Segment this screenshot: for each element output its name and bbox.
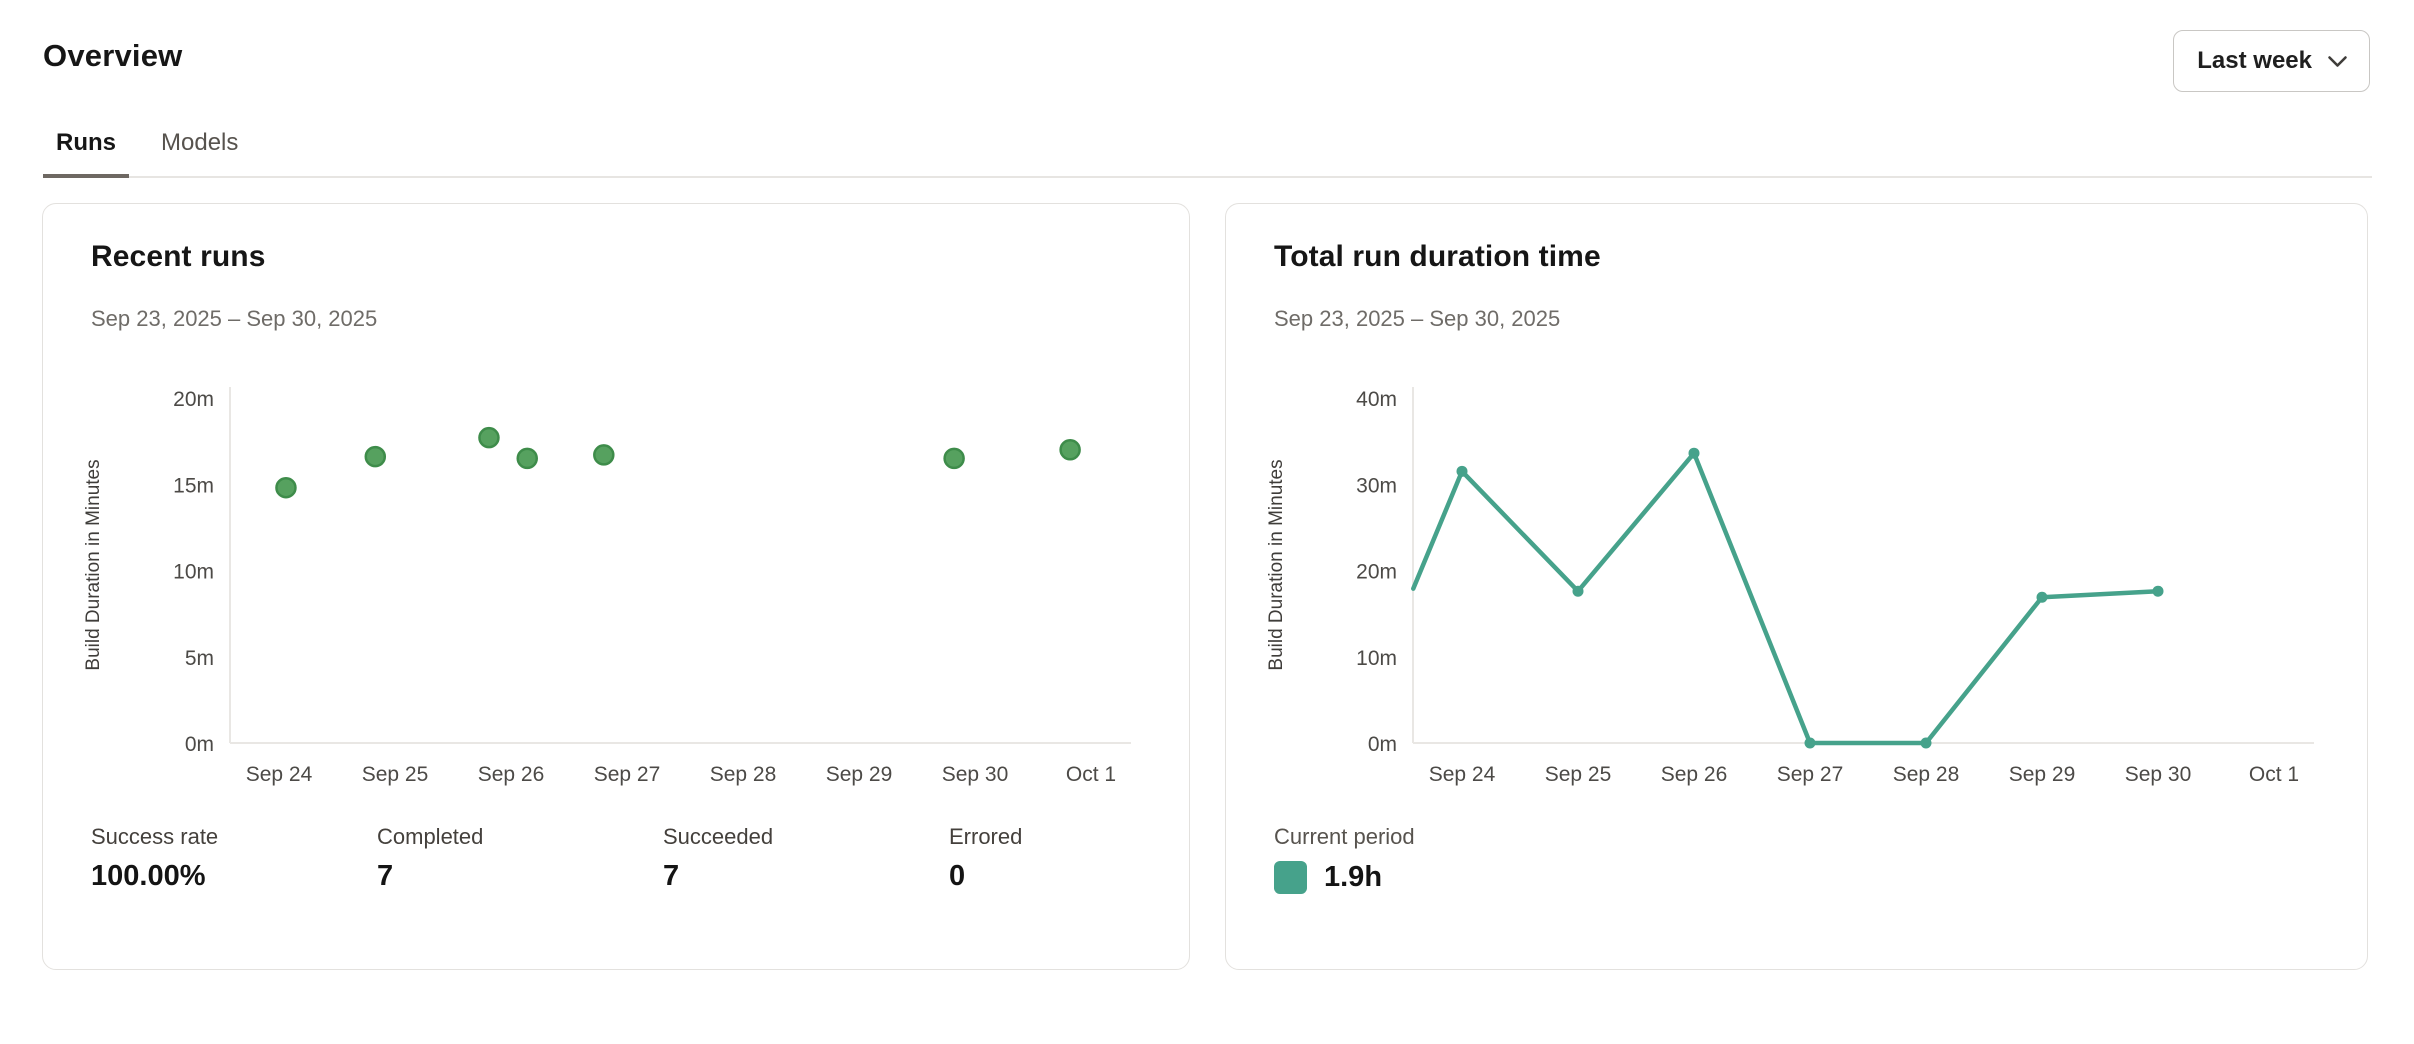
chevron-down-icon [2328,55,2347,67]
stat-label: Succeeded [663,824,774,849]
tab-bar: Runs Models [43,129,2372,178]
total-run-duration-line-chart: 0m 10m 20m 30m 40m Sep 24 Sep 25 Sep 26 Sep 27 Se… [1266,387,2314,786]
stat-value: 7 [377,860,394,892]
svg-text:Sep 27: Sep 27 [1777,763,1844,786]
legend-label: Current period [1274,824,1415,849]
run-stats-row: Success rate 100.00% Completed 7 Succeed… [91,824,1235,893]
svg-text:Sep 27: Sep 27 [594,763,661,786]
svg-text:5m: 5m [185,647,214,670]
stat-label: Errored [949,824,1023,849]
svg-text:30m: 30m [1356,474,1397,497]
recent-runs-scatter-chart: 0m 5m 10m 15m 20m Sep 24 Sep 25 Sep 26 Sep 27 Sep… [83,387,1131,786]
svg-text:40m: 40m [1356,388,1397,411]
stat-value: 7 [663,860,680,892]
svg-text:Sep 26: Sep 26 [1661,763,1728,786]
period-selector[interactable]: Last week [2173,30,2370,92]
svg-text:Sep 26: Sep 26 [478,763,545,786]
svg-text:0m: 0m [1368,733,1397,756]
total-run-duration-card: Total run duration time Sep 23, 2025 – S… [1225,203,2368,970]
tab-models[interactable]: Models [161,129,239,156]
page-header: Overview Last week [0,0,2414,92]
stat-value: 100.00% [91,860,206,892]
current-period-swatch [1274,861,1307,894]
svg-text:Sep 25: Sep 25 [1545,763,1612,786]
total-run-duration-date-range: Sep 23, 2025 – Sep 30, 2025 [1274,306,1561,331]
legend-row: 1.9h [1274,861,1415,894]
svg-text:20m: 20m [1356,561,1397,584]
svg-text:Sep 30: Sep 30 [2125,763,2192,786]
stat-value: 0 [949,860,966,892]
svg-text:Oct 1: Oct 1 [2249,763,2299,786]
svg-text:10m: 10m [1356,647,1397,670]
stat-succeeded: Succeeded 7 [663,824,949,893]
stat-completed: Completed 7 [377,824,663,893]
stat-label: Success rate [91,824,219,849]
svg-text:Sep 25: Sep 25 [362,763,429,786]
tab-runs[interactable]: Runs [43,129,129,178]
stat-label: Completed [377,824,484,849]
cards-row: Recent runs Sep 23, 2025 – Sep 30, 2025 … [42,203,2372,970]
chart-legend: Current period 1.9h [1274,824,1415,894]
svg-text:Oct 1: Oct 1 [1066,763,1116,786]
stat-success-rate: Success rate 100.00% [91,824,377,893]
svg-text:Sep 24: Sep 24 [246,763,313,786]
svg-text:Sep 28: Sep 28 [710,763,777,786]
recent-runs-date-range: Sep 23, 2025 – Sep 30, 2025 [91,306,378,331]
svg-text:Sep 30: Sep 30 [942,763,1009,786]
svg-text:15m: 15m [173,474,214,497]
page-title: Overview [43,38,183,73]
svg-text:20m: 20m [173,388,214,411]
legend-value: 1.9h [1324,861,1383,893]
svg-text:Sep 29: Sep 29 [826,763,893,786]
stat-errored: Errored 0 [949,824,1235,893]
recent-runs-card: Recent runs Sep 23, 2025 – Sep 30, 2025 … [42,203,1190,970]
svg-text:10m: 10m [173,561,214,584]
total-run-duration-title: Total run duration time [1274,240,1601,273]
svg-text:Build Duration in Minutes: Build Duration in Minutes [1266,459,1287,670]
svg-text:Build Duration in Minutes: Build Duration in Minutes [83,459,104,670]
recent-runs-title: Recent runs [91,240,266,273]
svg-text:0m: 0m [185,733,214,756]
svg-text:Sep 28: Sep 28 [1893,763,1960,786]
period-selector-label: Last week [2197,47,2312,74]
svg-text:Sep 24: Sep 24 [1429,763,1496,786]
svg-text:Sep 29: Sep 29 [2009,763,2076,786]
